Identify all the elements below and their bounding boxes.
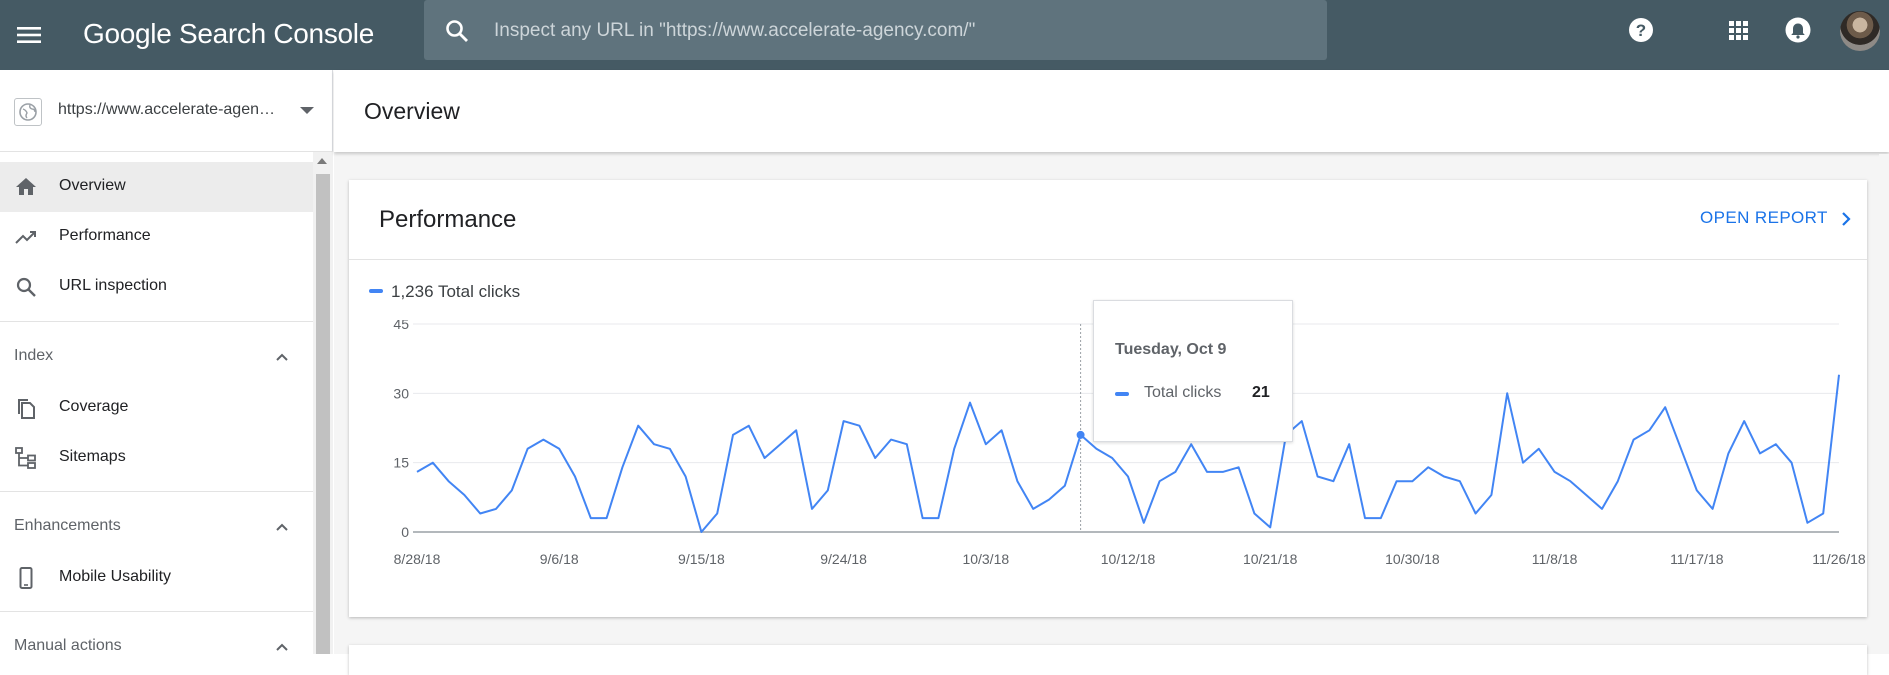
tooltip-value: 21 (1252, 384, 1270, 401)
notifications-icon[interactable] (1782, 14, 1814, 46)
sitemap-icon (14, 446, 38, 470)
phone-icon (14, 566, 38, 590)
chevron-up-icon[interactable] (272, 637, 292, 657)
sidebar-item-label: Mobile Usability (59, 568, 172, 585)
sidebar-scrollbar-thumb[interactable] (316, 174, 330, 654)
legend-label: 1,236 Total clicks (391, 282, 521, 301)
trending-up-icon (14, 225, 38, 249)
x-tick-label: 9/6/18 (540, 551, 579, 567)
card-title: Performance (379, 206, 517, 233)
next-card (349, 645, 1867, 675)
sidebar-item-label: URL inspection (59, 277, 167, 294)
y-tick-label: 30 (393, 385, 409, 401)
section-title: Enhancements (14, 517, 121, 534)
section-manual-actions[interactable]: Manual actions (0, 623, 313, 671)
legend-swatch (369, 289, 383, 293)
tooltip-series-label: Total clicks (1144, 384, 1222, 401)
section-enhancements[interactable]: Enhancements (0, 503, 313, 551)
chevron-up-icon[interactable] (272, 347, 292, 367)
scroll-up-arrow-icon[interactable] (317, 158, 327, 164)
help-icon[interactable]: ? (1625, 14, 1657, 46)
chevron-up-icon[interactable] (272, 517, 292, 537)
divider (349, 259, 1867, 260)
url-inspection-search[interactable] (424, 0, 1327, 60)
x-tick-label: 8/28/18 (394, 551, 441, 567)
copy-icon (14, 396, 38, 420)
sidebar-item-label: Coverage (59, 398, 129, 415)
hover-point (1076, 430, 1085, 439)
menu-icon[interactable] (14, 20, 44, 50)
apps-icon[interactable] (1722, 14, 1754, 46)
divider (0, 491, 313, 492)
tooltip-swatch (1115, 392, 1129, 396)
divider (0, 611, 313, 612)
search-icon (444, 18, 470, 44)
svg-text:?: ? (1636, 21, 1646, 40)
tooltip-date: Tuesday, Oct 9 (1115, 341, 1227, 358)
y-tick-label: 0 (401, 524, 409, 540)
section-title: Manual actions (14, 637, 122, 654)
x-tick-label: 11/8/18 (1532, 551, 1578, 567)
x-tick-label: 9/24/18 (820, 551, 867, 567)
chart-tooltip: Tuesday, Oct 9 Total clicks 21 (1093, 300, 1293, 442)
search-input[interactable] (494, 15, 1294, 47)
main-scrollbar[interactable] (1879, 154, 1889, 654)
property-selector[interactable]: https://www.accelerate-agen… (0, 70, 333, 152)
y-tick-label: 45 (393, 320, 409, 332)
sidebar-item-label: Performance (59, 227, 151, 244)
y-tick-label: 15 (393, 455, 409, 471)
globe-icon (14, 98, 42, 126)
section-index[interactable]: Index (0, 333, 313, 381)
app-title[interactable]: Google Search Console (83, 18, 374, 49)
home-icon (14, 175, 38, 199)
property-url: https://www.accelerate-agen… (58, 101, 275, 118)
open-report-link[interactable]: OPEN REPORT (1700, 208, 1828, 227)
search-icon (14, 275, 38, 299)
page-header: Overview (334, 70, 1889, 152)
chevron-right-icon[interactable] (1837, 210, 1855, 228)
sidebar-item-sitemaps[interactable]: Sitemaps (0, 433, 313, 483)
main-content: Overview Performance OPEN REPORT 1,236 T… (334, 70, 1889, 675)
top-app-bar: Google Search Console ? (0, 0, 1889, 70)
x-tick-label: 10/12/18 (1101, 551, 1156, 567)
series-line-total-clicks (416, 374, 1840, 533)
x-tick-label: 9/15/18 (678, 551, 725, 567)
sidebar-item-url-inspection[interactable]: URL inspection (0, 262, 313, 312)
x-tick-label: 10/3/18 (962, 551, 1009, 567)
sidebar-item-performance[interactable]: Performance (0, 212, 313, 262)
avatar[interactable] (1840, 11, 1880, 51)
x-tick-label: 11/17/18 (1670, 551, 1724, 567)
divider (0, 321, 313, 322)
sidebar-item-coverage[interactable]: Coverage (0, 383, 313, 433)
sidebar-item-label: Sitemaps (59, 448, 126, 465)
x-tick-label: 10/30/18 (1385, 551, 1440, 567)
sidebar-item-overview[interactable]: Overview (0, 162, 313, 212)
sidebar-item-mobile-usability[interactable]: Mobile Usability (0, 553, 313, 603)
sidebar-item-label: Overview (59, 177, 126, 194)
performance-card: Performance OPEN REPORT 1,236 Total clic… (349, 180, 1867, 617)
sidebar: https://www.accelerate-agen… Overview Pe… (0, 70, 333, 654)
section-title: Index (14, 347, 54, 364)
x-tick-label: 11/26/18 (1812, 551, 1866, 567)
page-title: Overview (364, 98, 460, 124)
x-tick-label: 10/21/18 (1243, 551, 1298, 567)
dropdown-arrow-icon[interactable] (300, 107, 314, 114)
